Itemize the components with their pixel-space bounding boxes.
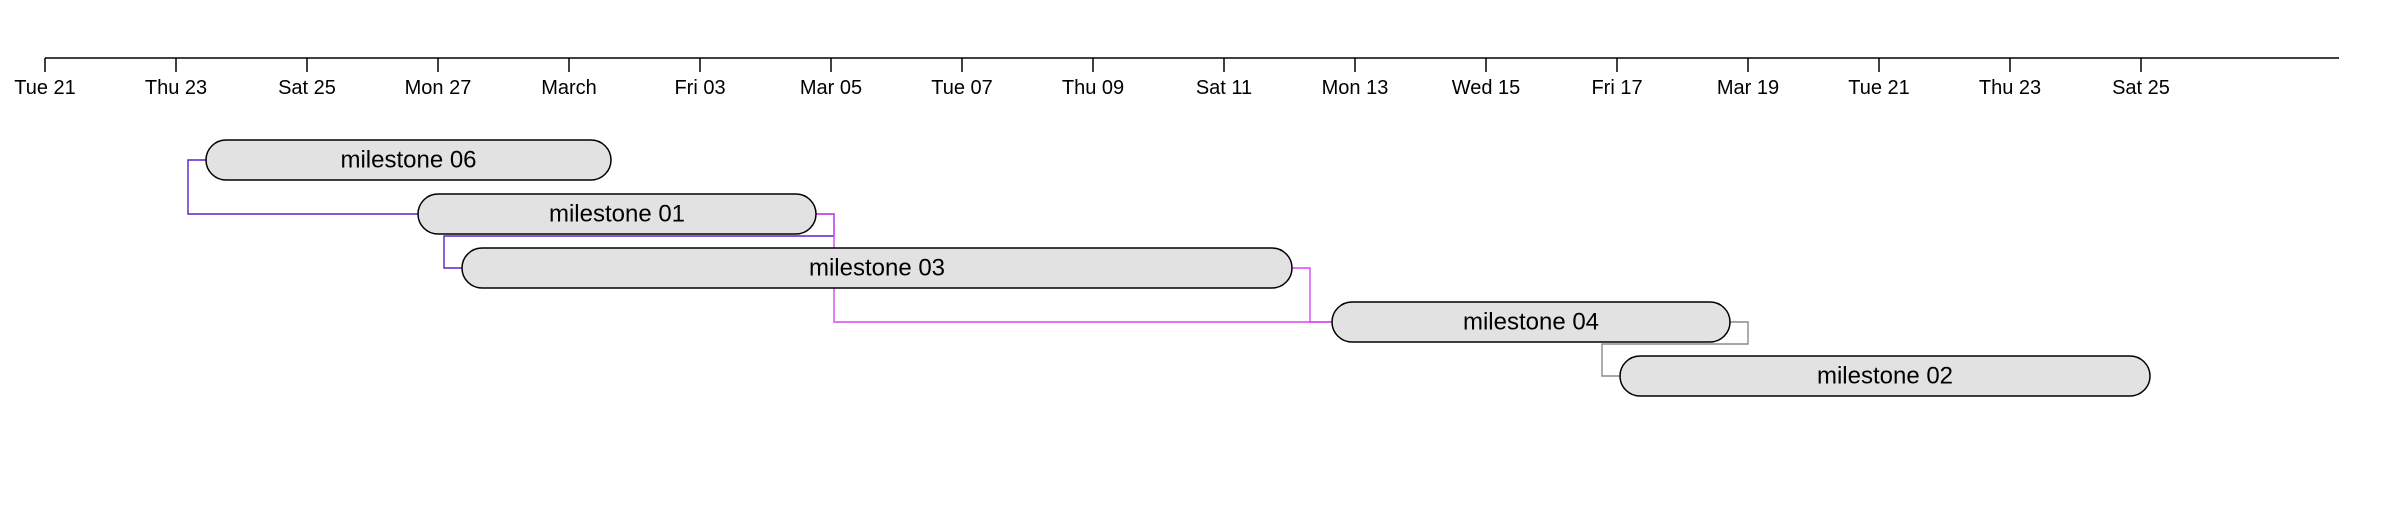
axis-tick-label: Tue 21: [14, 77, 76, 99]
axis-tick-label: Sat 25: [278, 77, 336, 99]
bars-layer: milestone 06 milestone 01 milestone 03 mile…: [206, 140, 2150, 396]
axis-tick-label: Sat 25: [2112, 77, 2170, 99]
axis-tick-label: Fri 17: [1591, 77, 1642, 99]
milestone-bar-label: milestone 04: [1463, 308, 1599, 335]
dependency-line-3: [1292, 268, 1332, 322]
milestone-bar-label: milestone 03: [809, 254, 945, 281]
axis-tick-label: Thu 23: [1979, 77, 2041, 99]
axis-tick-label: Mar 19: [1717, 77, 1779, 99]
milestone-bar-label: milestone 06: [340, 146, 476, 173]
axis-tick-label: Thu 09: [1062, 77, 1124, 99]
milestone-bar-m04[interactable]: milestone 04: [1332, 302, 1730, 342]
axis-tick-label: Mon 27: [405, 77, 472, 99]
milestone-bar-m03[interactable]: milestone 03: [462, 248, 1292, 288]
axis-tick-label: Wed 15: [1452, 77, 1521, 99]
axis-tick-label: Tue 07: [931, 77, 993, 99]
axis-tick-label: Sat 11: [1196, 77, 1252, 99]
gantt-chart: Tue 21 Thu 23 Sat 25 Mon 27 March Fri 03 Mar 0…: [0, 0, 2384, 520]
milestone-bar-label: milestone 01: [549, 200, 685, 227]
axis-tick-label: Tue 21: [1848, 77, 1910, 99]
milestone-bar-m02[interactable]: milestone 02: [1620, 356, 2150, 396]
axis-tick-label: Fri 03: [674, 77, 725, 99]
milestone-bar-label: milestone 02: [1817, 362, 1953, 389]
timeline-axis: Tue 21 Thu 23 Sat 25 Mon 27 March Fri 03 Mar 0…: [14, 58, 2339, 99]
milestone-bar-m06[interactable]: milestone 06: [206, 140, 611, 180]
axis-tick-label: Mar 05: [800, 77, 862, 99]
milestone-bar-m01[interactable]: milestone 01: [418, 194, 816, 234]
axis-tick-label: Thu 23: [145, 77, 207, 99]
axis-tick-label: March: [541, 77, 597, 99]
axis-tick-label: Mon 13: [1322, 77, 1389, 99]
